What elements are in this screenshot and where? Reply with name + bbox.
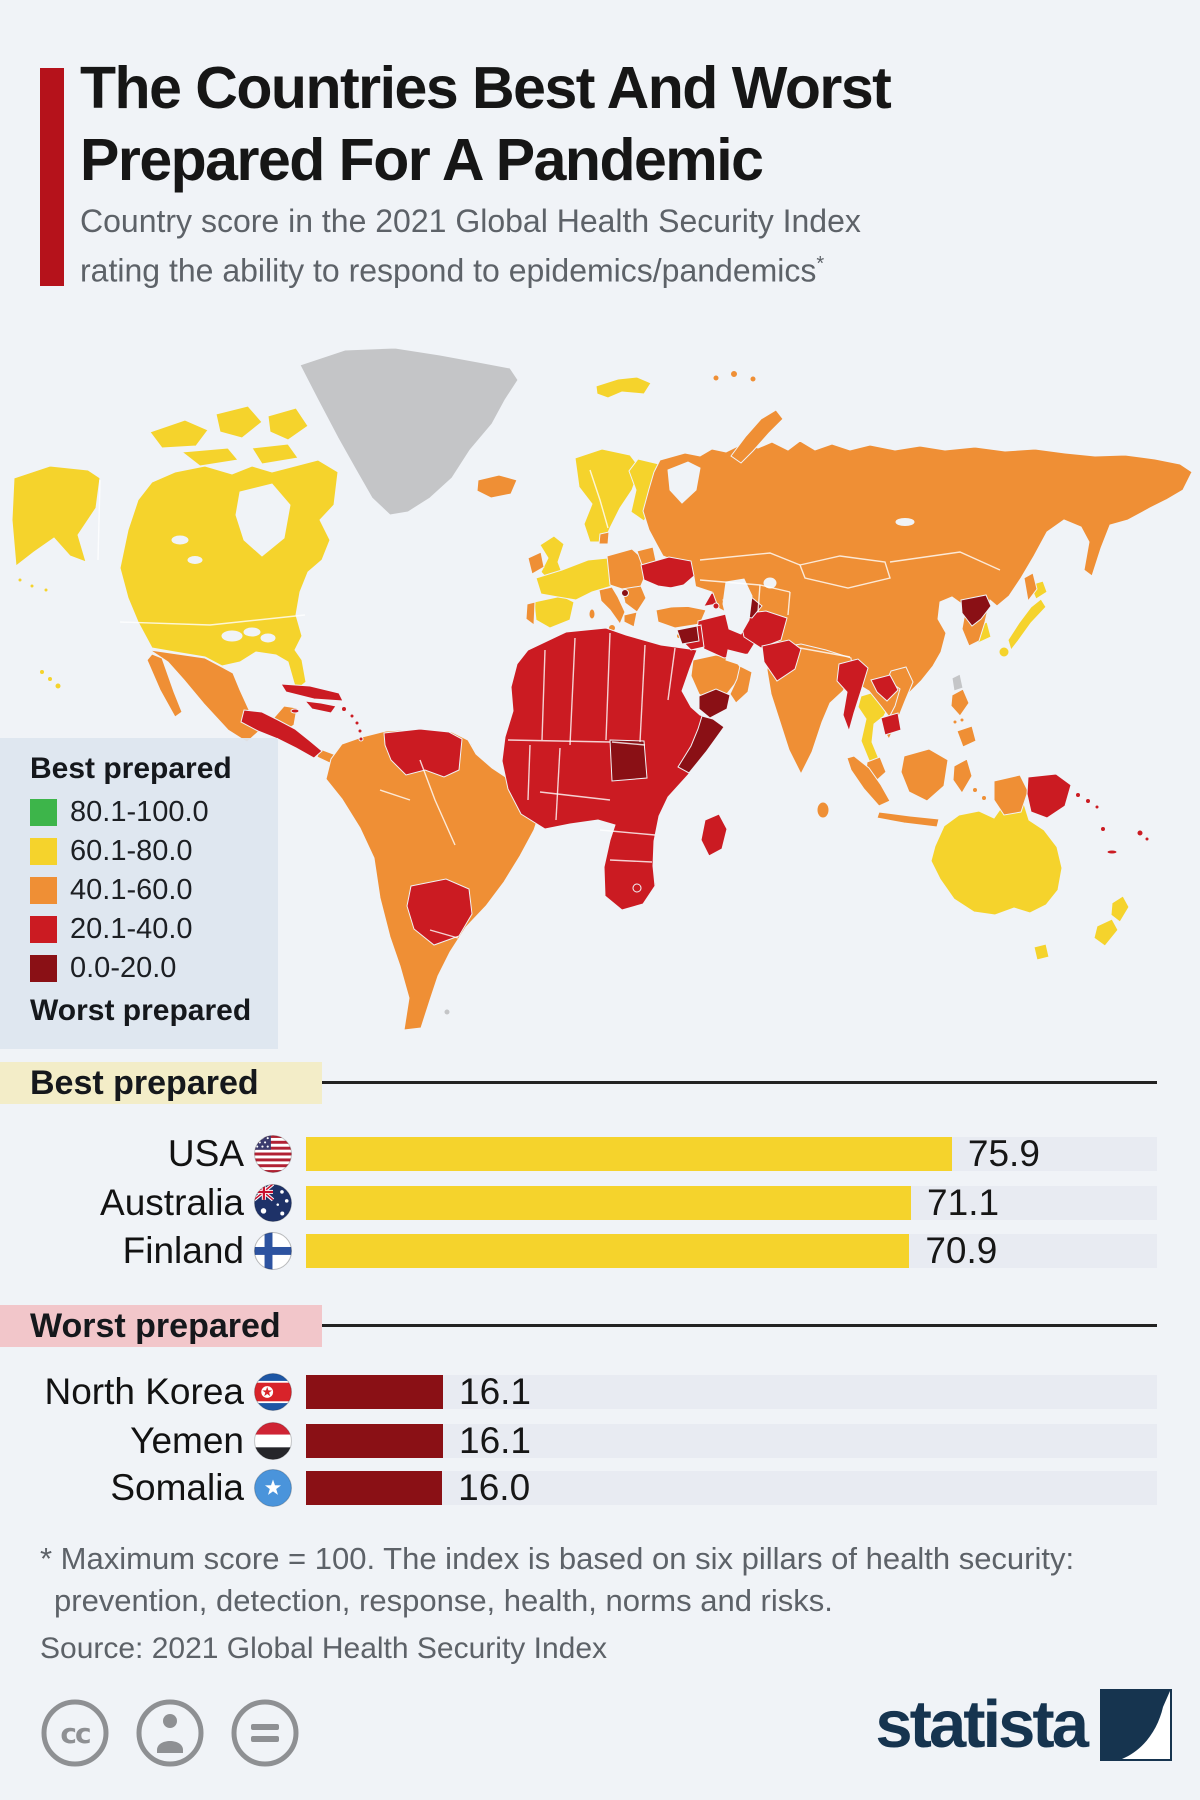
title-accent-bar: [40, 68, 64, 286]
bar-track: 16.1: [306, 1371, 1157, 1412]
bar: [306, 1375, 443, 1409]
bar: [306, 1424, 443, 1458]
svg-text:cc: cc: [60, 1717, 90, 1750]
bar: [306, 1234, 910, 1268]
bar-track: 16.1: [306, 1420, 1157, 1461]
section-header-best: Best prepared: [0, 1062, 322, 1104]
usa-flag-icon: [254, 1135, 292, 1173]
bar-track: 16.0: [306, 1467, 1157, 1508]
bar-value: 75.9: [967, 1133, 1040, 1174]
australia-flag-icon: [254, 1184, 292, 1222]
legend-swatch-red: [30, 916, 57, 943]
title-line2: Prepared For A Pandemic: [80, 127, 764, 193]
bar: [306, 1471, 443, 1505]
bar-value: 70.9: [925, 1230, 998, 1271]
legend-swatch-maroon: [30, 955, 57, 982]
attribution-icon: [136, 1699, 204, 1767]
bar: [306, 1137, 952, 1171]
legend-item: 60.1-80.0: [30, 832, 278, 871]
footnote: * Maximum score = 100. The index is base…: [40, 1541, 1075, 1618]
bar-value: 16.1: [459, 1371, 532, 1412]
bar-label: North Korea: [44, 1371, 245, 1412]
bar-row-north-korea: North Korea 16.1: [0, 1371, 1157, 1412]
bar-value: 16.1: [459, 1420, 532, 1461]
bar-row-finland: Finland 70.9: [0, 1230, 1157, 1271]
statista-wordmark: statista: [875, 1687, 1089, 1762]
bar-track: 70.9: [306, 1230, 1157, 1271]
legend-item: 40.1-60.0: [30, 871, 278, 910]
bar-label: USA: [167, 1133, 244, 1174]
section-rule-best: [322, 1081, 1157, 1084]
bar-row-yemen: Yemen 16.1: [0, 1420, 1157, 1461]
page-title: The Countries Best And Worst Prepared Fo…: [80, 52, 1160, 196]
bar-label: Australia: [100, 1182, 244, 1223]
legend-item: 20.1-40.0: [30, 910, 278, 949]
bar: [306, 1186, 912, 1220]
bar-row-usa: USA 75.9: [0, 1133, 1157, 1174]
bar-label: Somalia: [110, 1467, 244, 1508]
legend-item: 80.1-100.0: [30, 793, 278, 832]
statista-branding: statista: [875, 1688, 1172, 1762]
map-legend: Best prepared 80.1-100.0 60.1-80.0 40.1-…: [0, 738, 278, 1049]
footnote-marker: *: [816, 253, 825, 275]
bar-row-australia: Australia: [0, 1182, 1157, 1223]
cc-icon: [41, 1699, 109, 1767]
statista-logo-icon: [1100, 1689, 1172, 1761]
legend-best-label: Best prepared: [30, 752, 232, 785]
cc-license-icons: cc: [41, 1699, 299, 1767]
title-line1: The Countries Best And Worst: [80, 55, 892, 121]
world-map: [11, 347, 1193, 1031]
legend-worst-label: Worst prepared: [30, 994, 252, 1027]
legend-swatch-orange: [30, 877, 57, 904]
legend-swatch-yellow: [30, 838, 57, 865]
bar-track: 71.1: [306, 1182, 1157, 1223]
bar-track: 75.9: [306, 1133, 1157, 1174]
section-rule-worst: [322, 1324, 1157, 1327]
map-country-borders: [97, 469, 1001, 939]
legend-swatch-green: [30, 799, 57, 826]
finland-flag-icon: [254, 1232, 292, 1270]
yemen-flag-icon: [254, 1422, 292, 1460]
north-korea-flag-icon: [254, 1373, 292, 1411]
somalia-flag-icon: [254, 1469, 292, 1507]
bar-label: Finland: [122, 1230, 244, 1271]
no-derivatives-icon: [231, 1699, 299, 1767]
page-subtitle: Country score in the 2021 Global Health …: [80, 203, 861, 289]
section-header-worst: Worst prepared: [0, 1305, 322, 1347]
bar-row-somalia: Somalia 16.0: [0, 1467, 1157, 1508]
legend-item: 0.0-20.0: [30, 949, 278, 988]
source-line: Source: 2021 Global Health Security Inde…: [40, 1632, 607, 1665]
map-water-overlays: [171, 461, 915, 805]
bar-value: 16.0: [458, 1467, 531, 1508]
map-regions-40-60: [146, 370, 1193, 1031]
bar-label: Yemen: [130, 1420, 244, 1461]
bar-value: 71.1: [927, 1182, 1000, 1223]
